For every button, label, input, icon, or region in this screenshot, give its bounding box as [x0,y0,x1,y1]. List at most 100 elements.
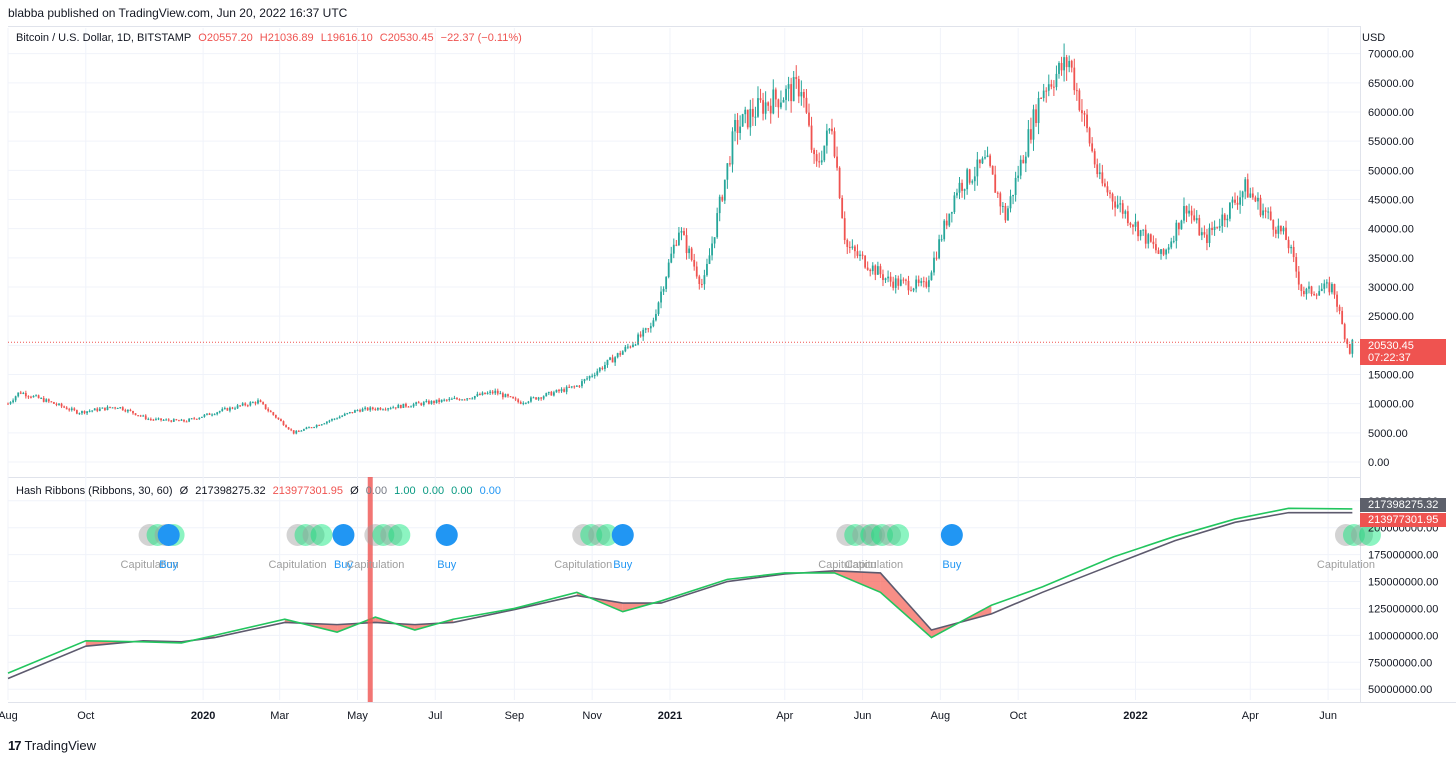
down-candle [104,407,106,411]
down-candle [262,402,264,405]
up-candle [12,400,15,403]
visibility-icon[interactable]: Ø [179,485,189,497]
down-candle [802,92,805,98]
down-candle [805,97,808,113]
up-candle [499,393,502,395]
signal-dot [302,524,325,546]
down-candle [854,246,856,252]
down-candle [1045,90,1048,92]
signal-dot [596,524,619,546]
down-candle [47,399,50,402]
up-candle [435,399,438,403]
up-candle [1241,191,1244,198]
down-candle [1155,244,1157,251]
tradingview-logo[interactable]: 17 TradingView [8,738,96,753]
down-candle [24,392,27,397]
up-candle [155,418,157,420]
down-candle [359,410,361,412]
down-candle [1126,211,1129,224]
signal-value-5: 0.00 [479,485,502,497]
down-candle [1070,60,1073,68]
up-candle [1320,288,1323,292]
up-candle [461,399,463,401]
up-candle [859,254,861,256]
time-tick-label: Oct [1010,710,1027,722]
down-candle [68,409,71,411]
price-tick-label: 10000.00 [1368,399,1414,411]
up-candle [1142,229,1145,231]
up-candle [739,126,742,133]
up-candle [649,326,652,329]
symbol-label[interactable]: Bitcoin / U.S. Dollar, 1D, BITSTAMP [16,32,192,44]
up-candle [389,408,392,410]
down-candle [468,398,471,400]
down-candle [152,419,155,421]
up-candle [713,237,716,244]
up-candle [948,213,951,226]
up-candle [741,114,744,127]
up-candle [782,99,785,103]
down-candle [290,429,293,431]
indicator-name[interactable]: Hash Ribbons (Ribbons, 30, 60) [16,485,173,497]
down-candle [507,394,509,397]
up-candle [596,371,599,376]
up-candle [180,419,183,421]
up-candle [45,399,48,402]
visibility-icon-2[interactable]: Ø [350,485,359,497]
down-candle [96,408,99,411]
up-candle [1012,194,1014,197]
up-candle [560,389,563,392]
up-candle [565,386,568,392]
down-candle [1030,129,1032,140]
last-price-value: 20530.45 [1368,340,1414,352]
down-candle [1088,128,1091,144]
up-candle [915,279,918,289]
signal-dot [372,524,395,546]
price-tick-label: 30000.00 [1368,282,1414,294]
last-price-badge: 20530.45 07:22:37 [1360,339,1446,365]
buy-signal-label: Buy [159,559,178,571]
time-tick-label: Aug [0,710,18,722]
up-candle [586,378,588,380]
up-candle [976,159,979,177]
up-candle [718,196,721,214]
indicator-pane[interactable] [8,477,1360,703]
up-candle [1231,199,1234,203]
up-candle [1124,211,1127,214]
down-candle [762,100,764,114]
down-candle [226,408,229,411]
down-candle [1264,210,1267,212]
up-candle [489,391,492,393]
main-legend[interactable]: Bitcoin / U.S. Dollar, 1D, BITSTAMP O205… [16,32,526,44]
down-candle [1060,62,1063,71]
time-tick-label: Oct [77,710,94,722]
time-tick-label: Sep [505,710,525,722]
currency-label: USD [1362,32,1386,44]
up-candle [570,386,573,388]
price-tick-label: 25000.00 [1368,311,1414,323]
down-candle [1121,203,1124,214]
down-candle [371,407,374,410]
up-candle [575,385,578,387]
down-candle [445,399,448,401]
down-candle [195,418,198,420]
down-candle [892,281,895,288]
signal-dot [844,524,867,546]
up-candle [1017,175,1020,178]
price-tick-label: 5000.00 [1368,428,1408,440]
up-candle [780,102,782,108]
indicator-legend[interactable]: Hash Ribbons (Ribbons, 30, 60) Ø 2173982… [16,485,505,497]
down-candle [417,402,420,404]
down-candle [1149,234,1152,242]
down-candle [535,397,537,400]
up-candle [450,398,453,400]
up-candle [305,427,308,430]
down-candle [501,393,504,398]
up-candle [203,414,206,417]
down-candle [866,267,869,270]
close-value: C20530.45 [379,32,434,44]
down-candle [1091,143,1094,152]
price-pane[interactable] [8,26,1360,477]
